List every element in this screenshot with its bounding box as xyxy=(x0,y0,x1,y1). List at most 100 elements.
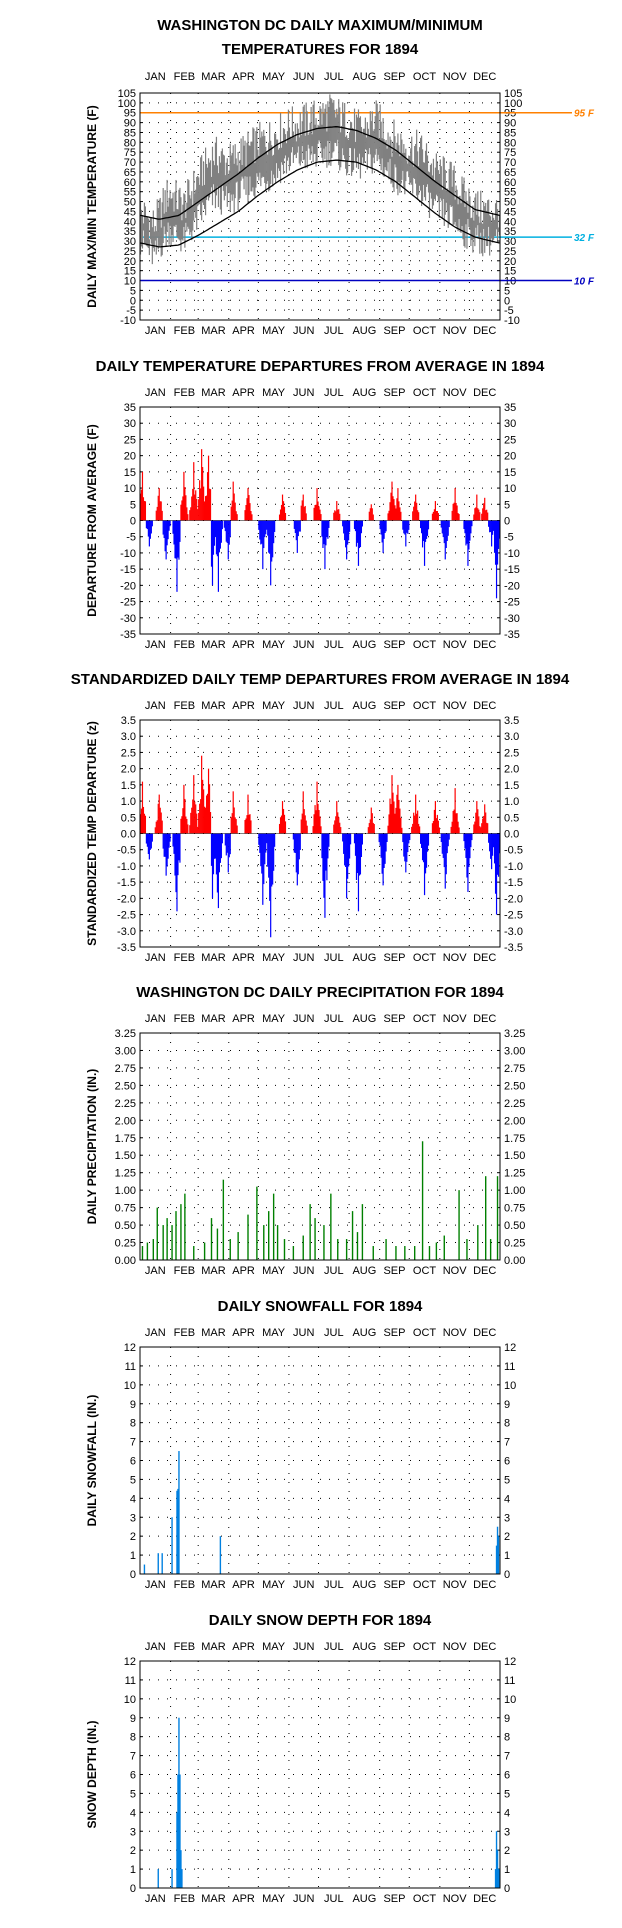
reference-line-label: 32 F xyxy=(574,233,595,244)
y-tick-label-left: 2.75 xyxy=(115,1063,136,1075)
y-tick-label-left: 0.00 xyxy=(115,1255,136,1267)
y-tick-label-right: -1.0 xyxy=(504,861,523,873)
y-tick-label-left: -35 xyxy=(120,629,136,641)
y-tick-label-right: -35 xyxy=(504,629,520,641)
data-marks xyxy=(141,1141,499,1260)
y-tick-label-left: 12 xyxy=(124,1656,136,1668)
month-label-top: NOV xyxy=(443,1013,468,1025)
y-tick-label-left: -5 xyxy=(126,305,136,317)
month-label-bottom: JUL xyxy=(324,1579,344,1591)
y-tick-label-left: -10 xyxy=(120,548,136,560)
month-label-bottom: MAY xyxy=(262,952,286,964)
y-tick-label-left: 3 xyxy=(130,1512,136,1524)
y-tick-label-right: -25 xyxy=(504,597,520,609)
month-label-top: AUG xyxy=(352,1013,376,1025)
month-label-bottom: DEC xyxy=(473,1579,496,1591)
chart-panel-4: WASHINGTON DC DAILY PRECIPITATION FOR 18… xyxy=(85,984,525,1277)
y-tick-label-right: 95 xyxy=(504,108,516,120)
y-tick-label-right: -1.5 xyxy=(504,877,523,889)
y-tick-label-left: 45 xyxy=(124,206,136,218)
dotted-grid xyxy=(140,1347,500,1574)
y-tick-label-right: 0 xyxy=(504,1569,510,1581)
month-label-bottom: SEP xyxy=(383,639,405,651)
y-tick-label-left: 60 xyxy=(124,177,136,189)
y-tick-label-right: -2.0 xyxy=(504,893,523,905)
y-tick-label-right: 11 xyxy=(504,1361,515,1373)
month-label-top: DEC xyxy=(473,1013,496,1025)
month-label-bottom: JUL xyxy=(324,1265,344,1277)
month-label-top: NOV xyxy=(443,1327,468,1339)
y-tick-label-left: 1.75 xyxy=(115,1133,136,1145)
y-tick-label-left: 0 xyxy=(130,1883,136,1895)
month-label-top: APR xyxy=(232,1013,255,1025)
month-label-bottom: AUG xyxy=(352,1893,376,1905)
month-label-top: OCT xyxy=(413,1641,437,1653)
data-marks: 95 F 32 F 10 F xyxy=(139,94,595,288)
plot-frame xyxy=(139,1660,501,1889)
y-tick-label-right: -0.5 xyxy=(504,845,523,857)
y-tick-label-right: 12 xyxy=(504,1342,516,1354)
y-tick-label-right: 5 xyxy=(504,1474,510,1486)
y-tick-label-left: 6 xyxy=(130,1456,136,1468)
month-label-top: JAN xyxy=(145,1013,166,1025)
normal-max-curve xyxy=(140,126,500,220)
y-tick-label-right: 0 xyxy=(504,1883,510,1895)
y-tick-label-right: 0.0 xyxy=(504,829,519,841)
month-label-bottom: SEP xyxy=(383,1579,405,1591)
plot-frame xyxy=(139,406,501,635)
y-tick-label-right: 2.75 xyxy=(504,1063,525,1075)
y-tick-label-left: 1.00 xyxy=(115,1185,136,1197)
month-label-bottom: OCT xyxy=(413,1579,437,1591)
y-tick-label-right: -3.5 xyxy=(504,942,523,954)
y-tick-label-left: 0 xyxy=(130,295,136,307)
chart-title: WASHINGTON DC DAILY PRECIPITATION FOR 18… xyxy=(136,984,504,1001)
month-label-top: FEB xyxy=(174,387,195,399)
month-label-top: MAY xyxy=(262,71,286,83)
y-tick-label-left: 1.50 xyxy=(115,1150,136,1162)
reference-line-label: 95 F xyxy=(574,109,595,120)
y-tick-label-left: 0.5 xyxy=(121,812,136,824)
month-label-bottom: AUG xyxy=(352,325,376,337)
month-label-bottom: MAY xyxy=(262,639,286,651)
month-label-bottom: FEB xyxy=(174,952,195,964)
month-label-bottom: DEC xyxy=(473,1893,496,1905)
month-label-top: NOV xyxy=(443,1641,468,1653)
y-tick-label-left: 11 xyxy=(125,1361,136,1373)
y-tick-label-left: -1.5 xyxy=(117,877,136,889)
month-label-top: JUN xyxy=(293,71,314,83)
month-label-top: AUG xyxy=(352,700,376,712)
y-tick-label-left: 10 xyxy=(124,483,136,495)
y-tick-label-right: 2.00 xyxy=(504,1115,525,1127)
y-tick-label-left: 0.0 xyxy=(121,829,136,841)
y-tick-label-left: 15 xyxy=(124,467,136,479)
month-label-top: JAN xyxy=(145,71,166,83)
month-label-top: JUL xyxy=(324,1013,344,1025)
month-label-bottom: OCT xyxy=(413,952,437,964)
y-tick-label-right: 65 xyxy=(504,167,516,179)
y-tick-label-right: 1 xyxy=(504,1864,510,1876)
y-tick-label-left: 6 xyxy=(130,1770,136,1782)
month-label-top: JUN xyxy=(293,1013,314,1025)
month-label-bottom: JAN xyxy=(145,1893,166,1905)
month-label-top: FEB xyxy=(174,1013,195,1025)
month-label-top: JUN xyxy=(293,387,314,399)
y-tick-label-right: 1.5 xyxy=(504,780,519,792)
y-tick-label-right: 5 xyxy=(504,285,510,297)
month-label-bottom: AUG xyxy=(352,639,376,651)
normal-min-curve xyxy=(140,159,500,248)
y-tick-label-right: 7 xyxy=(504,1751,510,1763)
chart-title: DAILY SNOWFALL FOR 1894 xyxy=(218,1298,423,1315)
month-label-bottom: OCT xyxy=(413,639,437,651)
month-label-top: SEP xyxy=(383,1327,405,1339)
month-label-top: APR xyxy=(232,387,255,399)
y-tick-label-right: -3.0 xyxy=(504,926,523,938)
y-tick-label-right: 35 xyxy=(504,226,516,238)
month-label-top: DEC xyxy=(473,1327,496,1339)
month-label-bottom: JUN xyxy=(293,325,314,337)
y-tick-label-left: 0.50 xyxy=(115,1220,136,1232)
month-label-bottom: APR xyxy=(232,1893,255,1905)
y-tick-label-right: 10 xyxy=(504,483,516,495)
month-label-bottom: JUN xyxy=(293,639,314,651)
y-tick-label-right: 1.75 xyxy=(504,1133,525,1145)
y-tick-label-right: 3.25 xyxy=(504,1028,525,1040)
